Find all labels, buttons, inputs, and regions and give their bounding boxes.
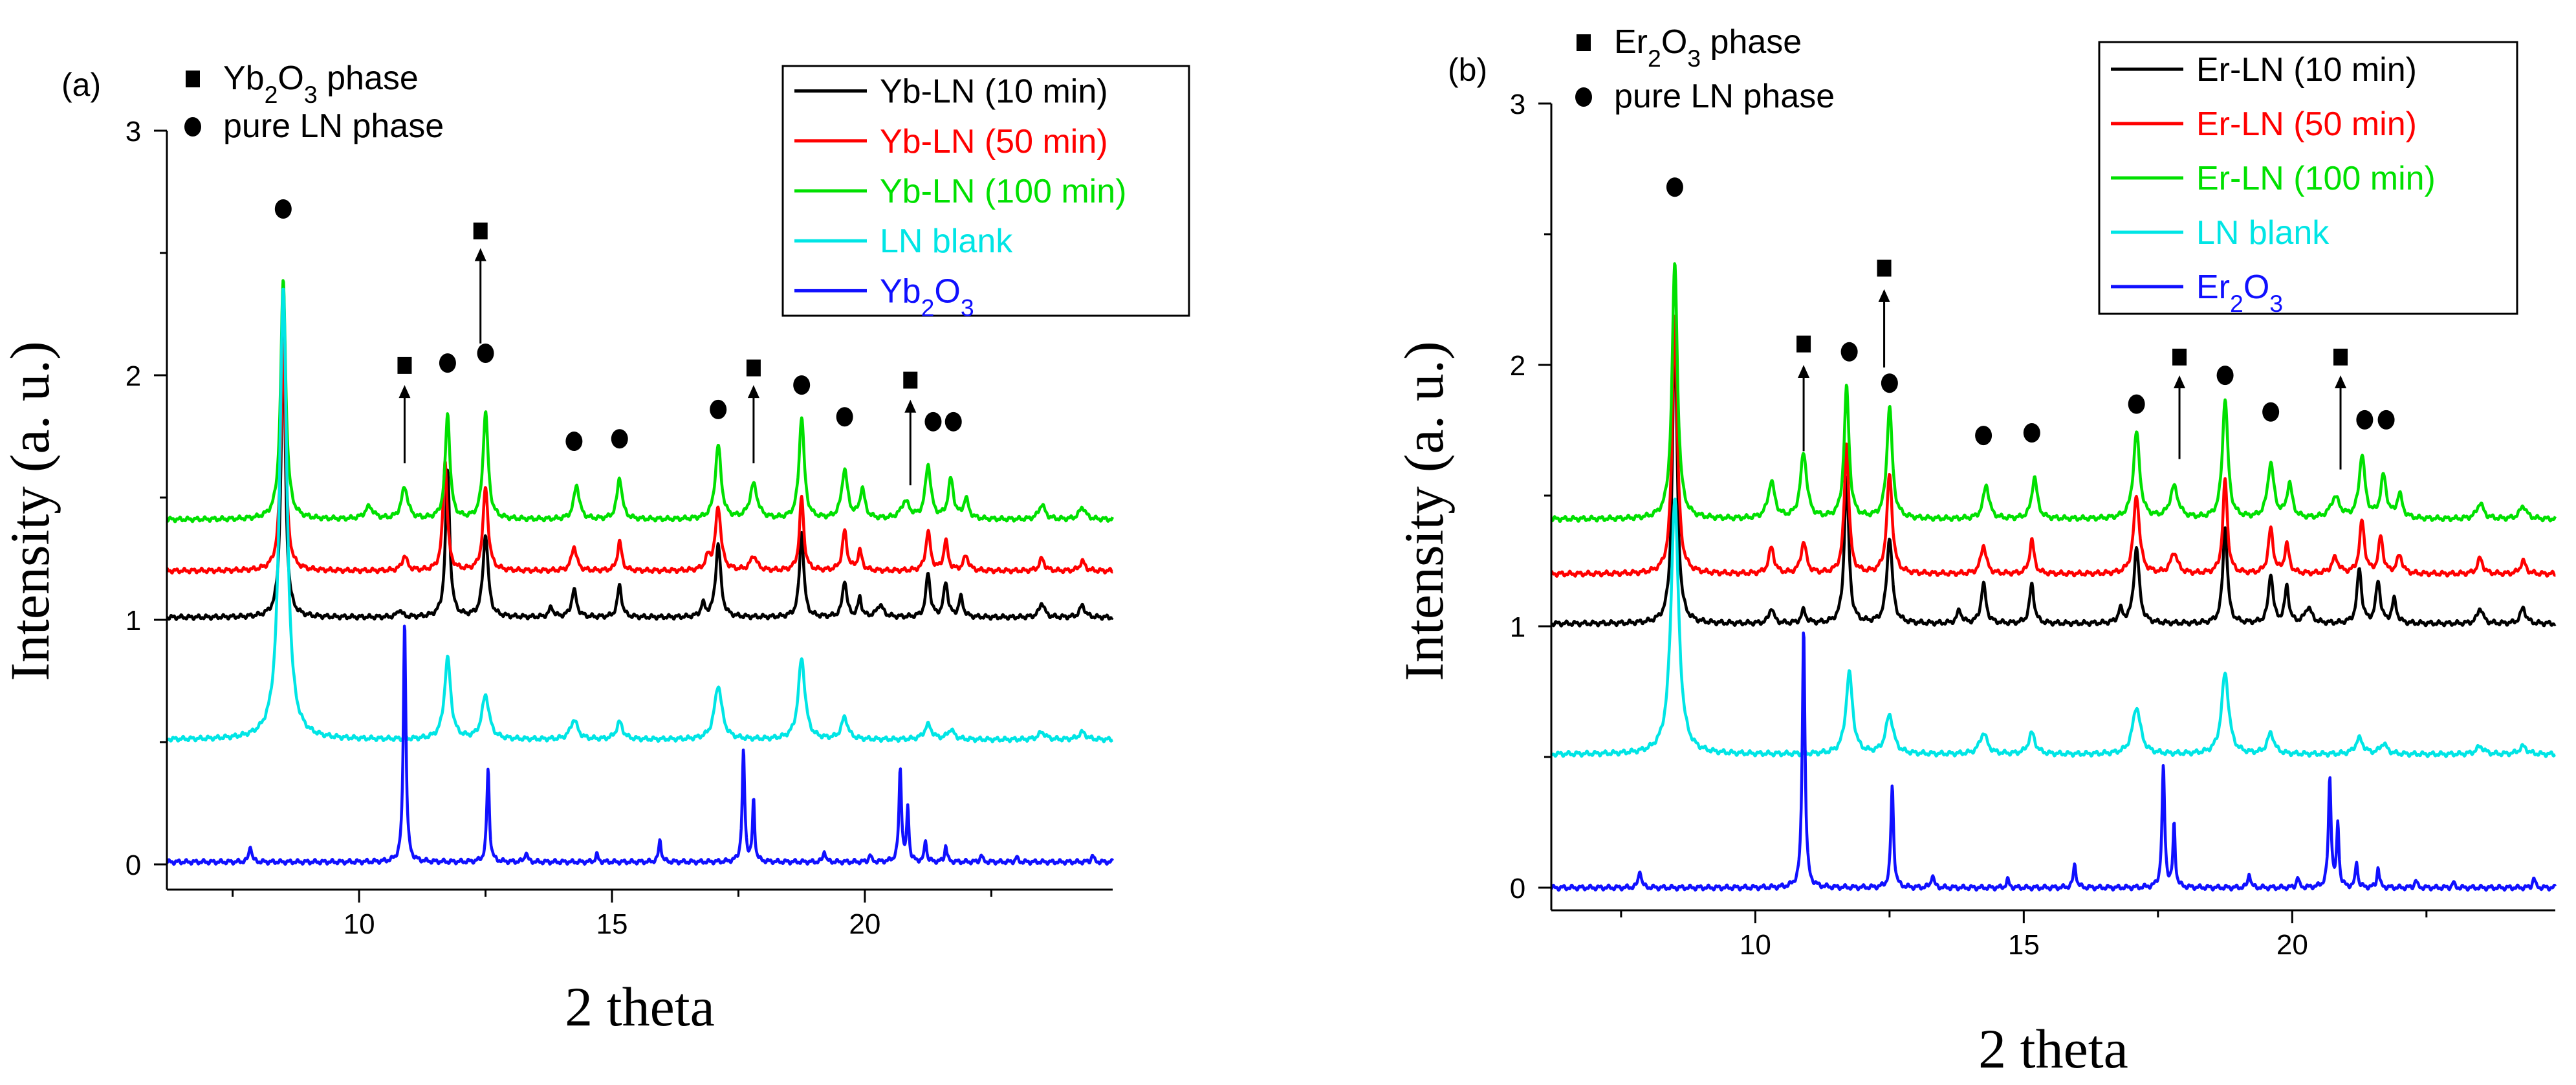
y-tick-label: 1	[126, 605, 141, 637]
ln-phase-marker	[924, 411, 942, 432]
marker-legend: Er2O3 phase pure LN phase	[1575, 23, 1835, 115]
y-tick-label: 0	[1510, 873, 1525, 904]
legend-square-icon	[1577, 34, 1591, 51]
legend-label: Er-LN (100 min)	[2196, 160, 2436, 197]
marker-legend-label: pure LN phase	[1614, 78, 1835, 115]
x-tick-label: 15	[596, 908, 628, 940]
legend-label: Yb-LN (100 min)	[880, 173, 1126, 210]
phase-annotations	[1666, 177, 2395, 470]
oxide-phase-marker	[903, 371, 918, 389]
y-tick-label: 0	[126, 849, 141, 881]
series-line-1	[1550, 316, 2557, 628]
legend: Er-LN (10 min) Er-LN (50 min) Er-LN (100 m…	[2098, 41, 2518, 317]
series-line-4	[1550, 498, 2557, 758]
series-line-3	[1550, 262, 2557, 523]
y-tick-label: 2	[126, 360, 141, 392]
ln-phase-marker	[1881, 373, 1898, 393]
marker-legend-label: pure LN phase	[223, 107, 444, 145]
x-tick-label: 10	[344, 908, 375, 940]
ln-phase-marker	[1840, 342, 1858, 362]
arrow-head	[474, 248, 486, 261]
phase-annotations	[274, 199, 962, 486]
arrow-head	[2174, 375, 2186, 389]
series-line-1	[166, 332, 1114, 621]
arrow-head	[1878, 289, 1890, 302]
legend-label: Yb-LN (50 min)	[880, 123, 1108, 160]
ln-phase-marker	[1975, 426, 1992, 446]
ln-phase-marker	[836, 407, 853, 427]
arrow-head	[1798, 365, 1810, 378]
ln-phase-marker	[274, 199, 292, 219]
arrow-head	[904, 399, 917, 413]
ln-phase-marker	[793, 375, 811, 395]
y-axis-title: Intensity (a. u.)	[1393, 341, 1455, 681]
legend: Yb-LN (10 min) Yb-LN (50 min) Yb-LN (100 m…	[781, 65, 1190, 321]
x-tick-label: 20	[2276, 929, 2308, 961]
ln-phase-marker	[565, 432, 583, 452]
arrow-head	[2335, 375, 2347, 389]
legend-circle-icon	[1575, 87, 1592, 107]
series-line-5	[1550, 631, 2557, 892]
legend-label: Er-LN (50 min)	[2196, 105, 2417, 143]
legend-label: Yb2O3	[880, 272, 974, 321]
ln-phase-marker	[2356, 410, 2374, 430]
y-tick-label: 1	[1510, 611, 1525, 643]
ln-phase-marker	[611, 429, 628, 449]
legend-label: LN blank	[880, 223, 1013, 260]
arrow-head	[747, 385, 759, 399]
series-line-2	[1550, 314, 2557, 578]
ln-phase-marker	[2377, 410, 2395, 430]
ln-phase-marker	[2216, 366, 2234, 386]
legend-label: Yb-LN (10 min)	[880, 73, 1108, 111]
legend-circle-icon	[184, 117, 201, 137]
marker-legend-label: Yb2O3 phase	[223, 60, 419, 108]
legend-label: LN blank	[2196, 214, 2330, 252]
arrow-head	[398, 385, 411, 399]
x-tick-label: 10	[1740, 929, 1771, 961]
x-tick-label: 20	[849, 908, 880, 940]
oxide-phase-marker	[2172, 348, 2187, 366]
oxide-phase-marker	[397, 356, 412, 374]
series-line-2	[166, 340, 1114, 575]
ln-phase-marker	[1666, 177, 1683, 197]
panel-label: (a)	[61, 67, 101, 103]
x-tick-label: 15	[2008, 929, 2040, 961]
ln-phase-marker	[944, 411, 962, 432]
legend-square-icon	[186, 71, 200, 87]
panel-b: (b) 0 1 2 3 10 15 20 2 theta Intensity (a. u.) Er2…	[1393, 23, 2557, 1080]
panel-a: (a) 0 1 2 3 10 15 20 2 theta Intensity (a. u.) Yb2…	[0, 60, 1190, 1038]
x-axis-title: 2 theta	[565, 976, 715, 1038]
oxide-phase-marker	[1796, 335, 1811, 353]
x-axis-title: 2 theta	[1978, 1018, 2128, 1080]
panel-label: (b)	[1448, 52, 1487, 88]
legend-label: Er2O3	[2196, 269, 2283, 317]
y-axis-title: Intensity (a. u.)	[0, 341, 61, 681]
oxide-phase-marker	[473, 222, 488, 239]
oxide-phase-marker	[2333, 348, 2348, 366]
ln-phase-marker	[439, 353, 456, 373]
ln-phase-marker	[710, 399, 727, 419]
y-tick-label: 2	[1510, 350, 1525, 382]
oxide-phase-marker	[1877, 259, 1892, 277]
oxide-phase-marker	[746, 359, 761, 377]
ln-phase-marker	[2262, 402, 2280, 422]
ln-phase-marker	[2023, 423, 2040, 443]
series-line-3	[166, 279, 1115, 523]
y-tick-label: 3	[126, 116, 141, 148]
marker-legend-label: Er2O3 phase	[1614, 23, 1802, 72]
y-tick-label: 3	[1510, 89, 1525, 120]
series-line-5	[166, 624, 1114, 866]
series-group	[1550, 262, 2557, 892]
series-line-4	[165, 287, 1114, 743]
series-group	[165, 279, 1115, 866]
ln-phase-marker	[477, 343, 494, 363]
ln-phase-marker	[2128, 394, 2145, 414]
legend-label: Er-LN (10 min)	[2196, 51, 2417, 89]
